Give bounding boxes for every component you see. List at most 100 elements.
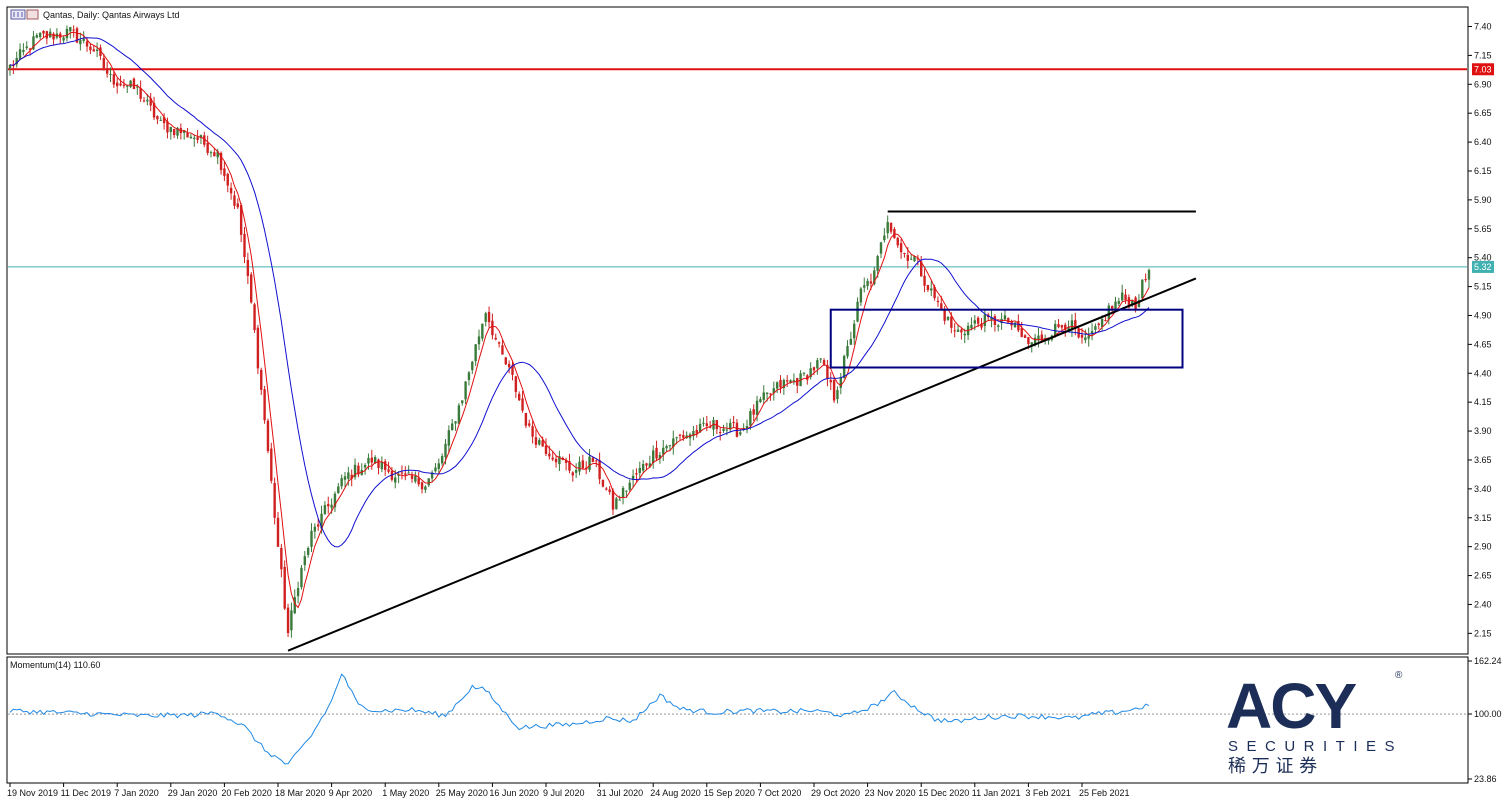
- candle-body-40: [142, 100, 146, 102]
- candle-body-162: [551, 457, 554, 460]
- candle-313: [1057, 319, 1060, 329]
- candle-340: [1147, 268, 1151, 288]
- candle-body-225: [762, 392, 765, 400]
- candle-body-318: [1074, 320, 1077, 329]
- candle-body-143: [487, 311, 491, 323]
- price-tick-label-19: 2.65: [1474, 571, 1492, 581]
- candle-body-293: [990, 317, 993, 320]
- candle-body-153: [521, 398, 524, 411]
- candle-body-102: [350, 474, 353, 479]
- candle-body-217: [735, 422, 739, 437]
- candle-220: [745, 419, 749, 434]
- candle-141: [481, 323, 484, 342]
- candle-317: [1070, 314, 1074, 337]
- candle-83: [286, 603, 290, 637]
- candle-body-277: [936, 300, 940, 303]
- candle-123: [420, 481, 424, 494]
- candle-207: [702, 417, 705, 427]
- candle-77: [266, 418, 270, 454]
- indicator-panel: [6, 656, 1469, 784]
- candle-136: [464, 381, 467, 405]
- candle-body-254: [859, 288, 863, 303]
- candle-body-103: [353, 464, 357, 478]
- candle-189: [641, 459, 645, 473]
- candle-body-141: [481, 323, 484, 339]
- candle-280: [946, 316, 950, 321]
- candle-body-227: [769, 393, 772, 395]
- candle-body-257: [869, 281, 873, 284]
- ma-slow-line: [9, 37, 1150, 548]
- candle-68: [236, 198, 239, 210]
- candle-122: [417, 471, 420, 487]
- candle-body-315: [1064, 324, 1067, 331]
- candle-body-197: [668, 445, 672, 447]
- candle-110: [377, 458, 380, 475]
- time-tick-label-12: 24 Aug 2020: [650, 788, 701, 798]
- candle-19: [72, 25, 75, 38]
- candle-body-42: [149, 98, 152, 106]
- chart-title-text: Qantas, Daily: Qantas Airways Ltd: [43, 10, 180, 20]
- candle-body-265: [896, 237, 899, 246]
- candle-body-208: [705, 423, 708, 427]
- candle-228: [772, 381, 775, 401]
- candle-body-270: [913, 255, 916, 262]
- candle-body-175: [595, 460, 598, 462]
- candle-65: [226, 172, 229, 193]
- candle-49: [172, 128, 176, 139]
- candle-body-239: [809, 368, 812, 378]
- candle-body-142: [484, 313, 487, 322]
- candle-body-253: [856, 301, 859, 322]
- candle-body-16: [62, 37, 65, 41]
- candle-body-186: [631, 475, 635, 480]
- candle-5: [25, 41, 28, 51]
- candle-body-88: [303, 556, 306, 566]
- candle-body-48: [169, 126, 172, 132]
- candle-196: [665, 444, 668, 452]
- price-tick-label-17: 3.15: [1474, 513, 1492, 523]
- candle-body-266: [899, 243, 903, 253]
- candle-body-60: [209, 152, 213, 154]
- candle-177: [601, 479, 605, 488]
- candle-body-55: [193, 137, 196, 139]
- candle-body-154: [524, 413, 528, 426]
- candle-body-132: [451, 423, 454, 431]
- candle-body-284: [960, 329, 963, 333]
- top-strip: [0, 0, 1509, 3]
- candle-132: [451, 419, 454, 431]
- candle-body-77: [266, 420, 270, 452]
- candle-252: [853, 319, 856, 345]
- candle-112: [384, 459, 387, 476]
- candle-129: [440, 453, 444, 466]
- candle-body-185: [628, 482, 631, 490]
- candle-body-176: [598, 460, 601, 480]
- candle-body-32: [116, 82, 119, 87]
- candle-body-52: [183, 130, 186, 133]
- candle-89: [306, 546, 310, 558]
- candle-80: [276, 511, 280, 547]
- candle-body-213: [722, 428, 725, 432]
- candle-22: [82, 31, 85, 44]
- candle-body-295: [997, 325, 1000, 327]
- candle-body-263: [889, 223, 893, 232]
- candle-67: [233, 190, 236, 210]
- candle-body-115: [394, 477, 397, 483]
- current-price-label: 5.32: [1474, 262, 1492, 272]
- time-tick-label-14: 7 Oct 2020: [757, 788, 801, 798]
- candle-body-215: [729, 422, 732, 430]
- chart-type-icon[interactable]: [26, 9, 39, 20]
- candle-body-258: [873, 270, 876, 285]
- candle-body-243: [822, 360, 826, 365]
- candle-body-98: [337, 486, 340, 494]
- candle-body-288: [973, 320, 976, 324]
- candle-body-120: [410, 475, 414, 479]
- candle-body-231: [782, 379, 786, 388]
- uptrend-line: [287, 277, 1197, 652]
- candle-body-58: [203, 135, 206, 145]
- candle-284: [960, 327, 963, 340]
- candle-291: [983, 309, 987, 333]
- candle-body-224: [759, 399, 762, 403]
- momentum-series: [8, 673, 1467, 765]
- candle-body-56: [196, 137, 199, 140]
- candle-body-4: [22, 50, 25, 52]
- candle-215: [729, 418, 732, 433]
